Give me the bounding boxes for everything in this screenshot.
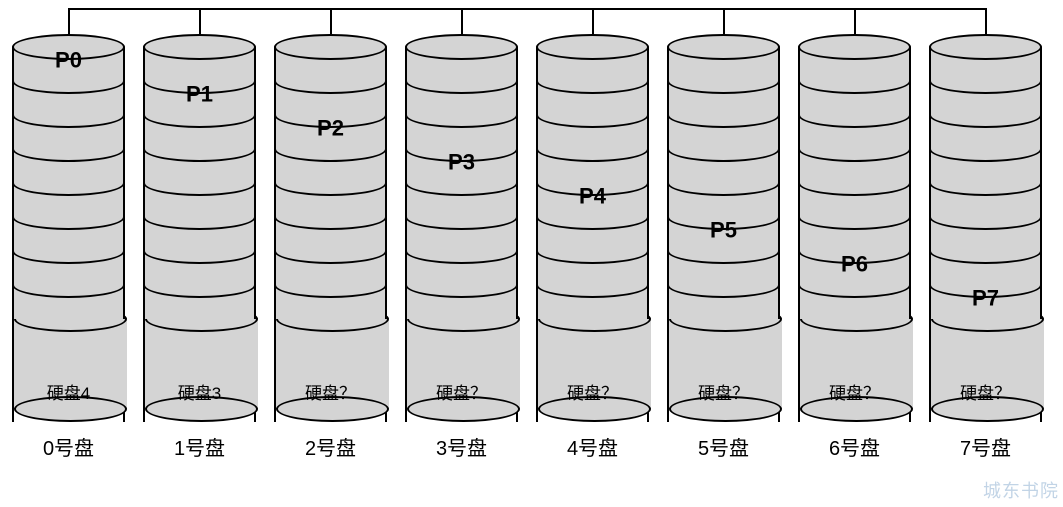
disk-base: 硬盘？ bbox=[798, 306, 911, 422]
bus-drop bbox=[592, 8, 594, 34]
disk-number-label: 3号盘 bbox=[436, 432, 487, 461]
disk-base: 硬盘？ bbox=[274, 306, 387, 422]
disk-stack: P1 硬盘3 bbox=[143, 34, 256, 422]
disk-3: P3 硬盘？ 3号盘 bbox=[405, 34, 518, 461]
parity-label: P4 bbox=[536, 183, 649, 209]
disks-row: P0 硬盘4 0号盘 P1 硬盘3 1号盘 P2 硬盘？ 2号盘 P3 硬盘？ 3号盘 P4 硬盘？ 4号盘… bbox=[12, 34, 1042, 461]
bus-drop bbox=[854, 8, 856, 34]
disk-4: P4 硬盘？ 4号盘 bbox=[536, 34, 649, 461]
parity-label: P1 bbox=[143, 81, 256, 107]
disk-stack: P5 硬盘？ bbox=[667, 34, 780, 422]
disk-base: 硬盘？ bbox=[405, 306, 518, 422]
disk-base: 硬盘？ bbox=[536, 306, 649, 422]
disk-base: 硬盘？ bbox=[929, 306, 1042, 422]
disk-0: P0 硬盘4 0号盘 bbox=[12, 34, 125, 461]
raid-diagram: P0 硬盘4 0号盘 P1 硬盘3 1号盘 P2 硬盘？ 2号盘 P3 硬盘？ 3号盘 P4 硬盘？ 4号盘… bbox=[0, 0, 1063, 507]
disk-base-label: 硬盘？ bbox=[276, 379, 385, 404]
bus-drop bbox=[985, 8, 987, 34]
parity-label: P2 bbox=[274, 115, 387, 141]
disk-number-label: 5号盘 bbox=[698, 432, 749, 461]
parity-label: P0 bbox=[12, 47, 125, 73]
disk-7: P7 硬盘？ 7号盘 bbox=[929, 34, 1042, 461]
watermark: 城东书院 bbox=[983, 477, 1059, 503]
disk-stack: P7 硬盘？ bbox=[929, 34, 1042, 422]
disk-number-label: 6号盘 bbox=[829, 432, 880, 461]
disk-base: 硬盘3 bbox=[143, 306, 256, 422]
disk-stack: P6 硬盘？ bbox=[798, 34, 911, 422]
platter: P0 bbox=[12, 34, 125, 81]
platter bbox=[143, 34, 256, 81]
disk-base: 硬盘？ bbox=[667, 306, 780, 422]
bus-drop bbox=[199, 8, 201, 34]
disk-base: 硬盘4 bbox=[12, 306, 125, 422]
disk-number-label: 0号盘 bbox=[43, 432, 94, 461]
disk-stack: P2 硬盘？ bbox=[274, 34, 387, 422]
disk-base-label: 硬盘？ bbox=[800, 379, 909, 404]
disk-1: P1 硬盘3 1号盘 bbox=[143, 34, 256, 461]
disk-stack: P4 硬盘？ bbox=[536, 34, 649, 422]
disk-number-label: 4号盘 bbox=[567, 432, 618, 461]
bus-drop bbox=[330, 8, 332, 34]
disk-base-label: 硬盘？ bbox=[538, 379, 647, 404]
bus-line bbox=[69, 8, 986, 10]
platter bbox=[798, 34, 911, 81]
bus-drop bbox=[461, 8, 463, 34]
disk-number-label: 2号盘 bbox=[305, 432, 356, 461]
platter bbox=[274, 34, 387, 81]
parity-label: P6 bbox=[798, 251, 911, 277]
disk-number-label: 7号盘 bbox=[960, 432, 1011, 461]
disk-stack: P3 硬盘？ bbox=[405, 34, 518, 422]
platter bbox=[405, 34, 518, 81]
parity-label: P7 bbox=[929, 285, 1042, 311]
disk-6: P6 硬盘？ 6号盘 bbox=[798, 34, 911, 461]
disk-number-label: 1号盘 bbox=[174, 432, 225, 461]
platter bbox=[536, 34, 649, 81]
platter bbox=[929, 34, 1042, 81]
disk-stack: P0 硬盘4 bbox=[12, 34, 125, 422]
disk-base-label: 硬盘？ bbox=[669, 379, 778, 404]
disk-base-label: 硬盘3 bbox=[145, 379, 254, 404]
disk-base-label: 硬盘？ bbox=[931, 379, 1040, 404]
parity-label: P3 bbox=[405, 149, 518, 175]
disk-2: P2 硬盘？ 2号盘 bbox=[274, 34, 387, 461]
bus-drop bbox=[68, 8, 70, 34]
parity-label: P5 bbox=[667, 217, 780, 243]
platter bbox=[667, 34, 780, 81]
disk-base-label: 硬盘4 bbox=[14, 379, 123, 404]
bus-drop bbox=[723, 8, 725, 34]
disk-5: P5 硬盘？ 5号盘 bbox=[667, 34, 780, 461]
disk-base-label: 硬盘？ bbox=[407, 379, 516, 404]
